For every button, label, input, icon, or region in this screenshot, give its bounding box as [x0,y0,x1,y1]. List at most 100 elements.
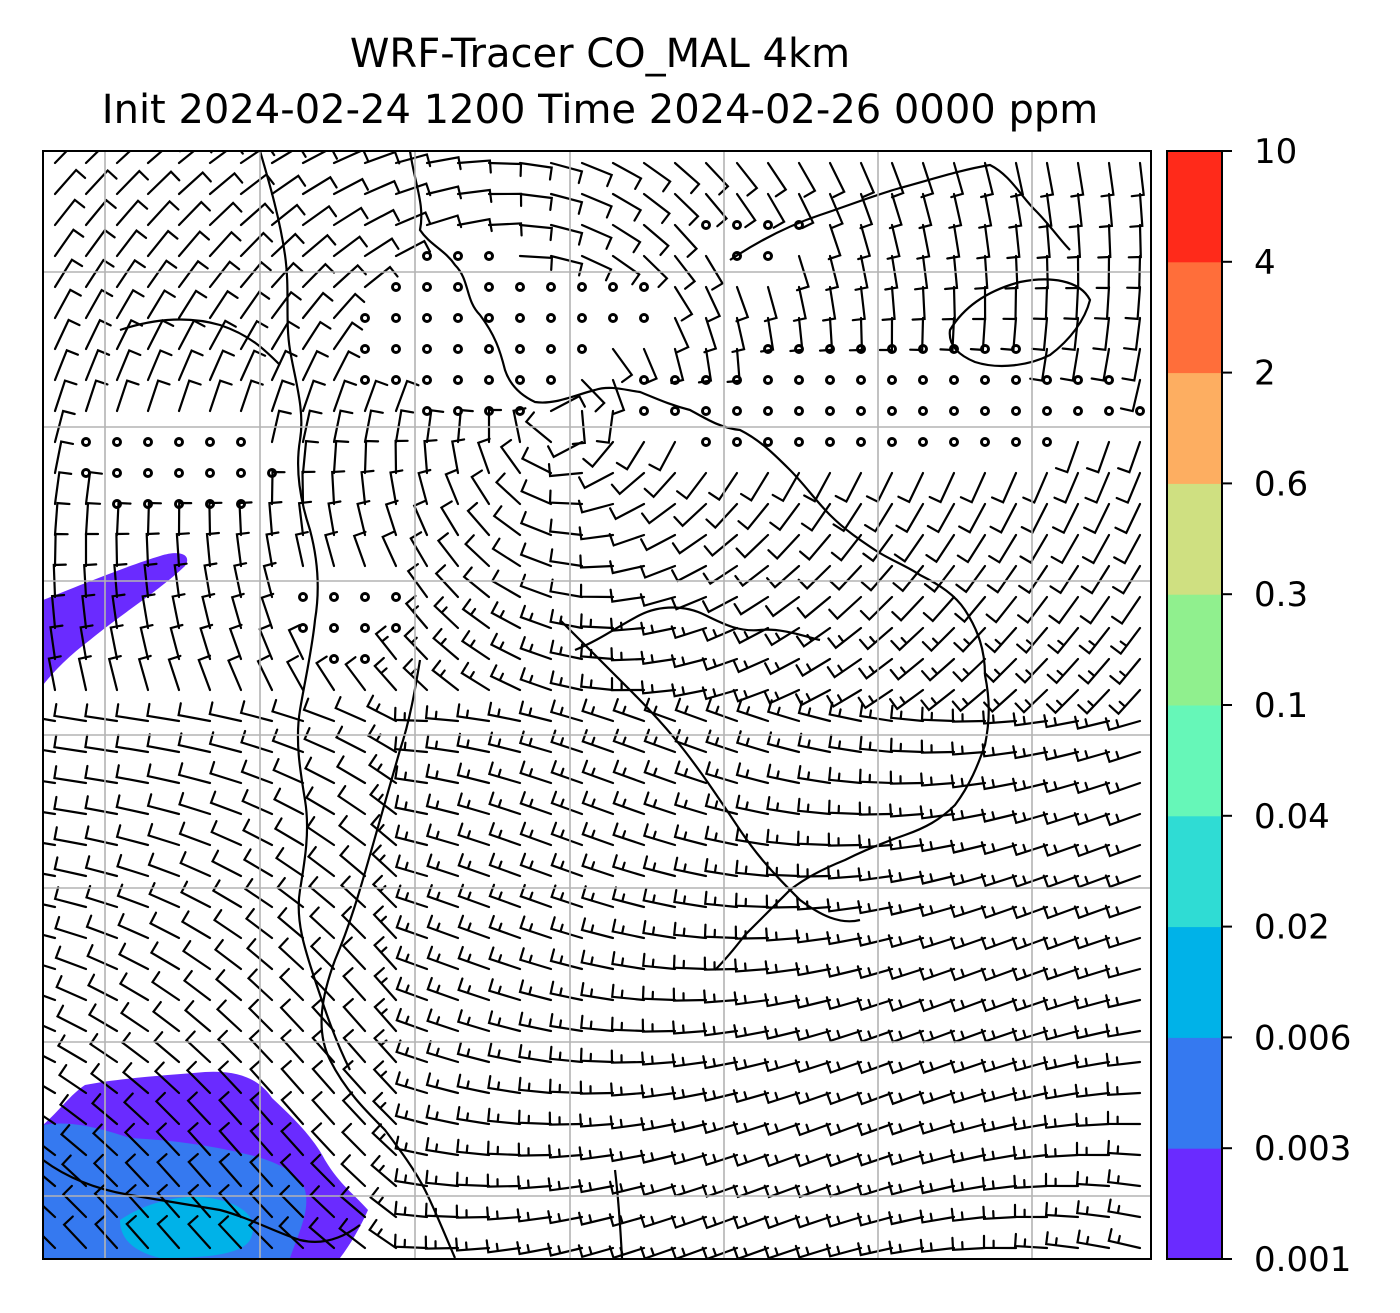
wind-barb [208,230,242,258]
wind-barb [1104,812,1142,827]
calm-marker [546,313,556,323]
calm-marker [763,251,773,261]
wind-barb [890,161,905,199]
wind-barb [547,463,584,478]
wind-barb [914,254,929,291]
wind-barb [491,537,522,568]
wind-barb [373,967,398,1002]
wind-barb [980,1088,1018,1103]
wind-barb [1073,965,1111,980]
wind-barb [579,583,615,599]
wind-barb [213,939,243,971]
wind-barb [424,1169,460,1188]
calm-marker [825,437,835,447]
wind-barb [643,791,677,816]
wind-barb [61,1184,88,1219]
wind-barb [794,1153,832,1168]
wind-barb [309,936,336,971]
wind-barb [208,731,243,754]
wind-barb [950,1178,987,1193]
wind-barb [888,869,925,884]
wind-barb [456,188,493,203]
wind-barb [1073,748,1111,763]
wind-barb [1042,996,1080,1011]
wind-barb [451,438,466,475]
wind-barb [115,733,150,754]
wind-barb [187,1122,212,1157]
wind-barb [825,1028,863,1043]
wind-barb [893,533,925,563]
wind-barb [829,564,863,591]
calm-marker [360,375,370,385]
wind-barb [457,853,491,878]
wind-barb [1066,223,1082,259]
calm-marker [515,375,525,385]
wind-barb [795,254,810,292]
wind-barb [394,824,429,847]
wind-barb [981,808,1018,823]
wind-barb [1042,1026,1080,1041]
wind-barb [311,998,336,1033]
wind-barb [1084,471,1111,504]
wind-barb [145,532,160,568]
wind-barb [183,1000,212,1033]
wind-barb [332,206,369,227]
wind-barb [245,938,274,971]
wind-barb [210,820,243,847]
wind-barb [763,1090,801,1105]
wind-barb [519,542,553,568]
wind-barb [425,1040,460,1064]
calm-marker [360,592,370,602]
wind-barb [548,1078,584,1095]
wind-barb [732,1153,770,1167]
wind-barb [53,318,81,351]
wind-barb [363,265,399,289]
colorbar-segment [1167,1148,1222,1260]
wind-barb [671,1118,708,1133]
wind-barb [53,258,84,289]
wind-barb [639,1214,677,1229]
wind-barb [642,161,672,193]
wind-barb [548,1045,584,1064]
wind-barb [53,886,88,909]
wind-barb [208,151,244,165]
wind-barb [139,624,154,661]
wind-barb [1044,1201,1080,1219]
wind-barb [887,966,925,981]
wind-barb [363,379,389,413]
wind-barb [639,564,677,579]
wind-barb [763,688,801,705]
wind-barb [336,785,367,816]
wind-barb [216,1029,243,1064]
wind-barb [608,1245,646,1259]
wind-barb [797,192,815,230]
wind-barb [648,440,677,472]
wind-barb [178,791,212,816]
wind-barb [519,915,553,940]
wind-barb [248,1184,274,1219]
wind-barb [550,884,584,909]
wind-barb [548,1144,584,1159]
wind-barb [115,703,150,723]
wind-barb [980,1058,1018,1073]
wind-barb [84,228,116,258]
calm-marker [484,251,494,261]
wind-barb [734,892,770,909]
wind-barb [393,736,429,754]
wind-barb [185,1060,212,1095]
wind-barb [239,231,274,258]
wind-barb [1042,905,1080,920]
wind-barb [1105,1023,1142,1038]
wind-barb [580,192,613,219]
wind-barb [239,319,269,351]
wind-barb [949,998,987,1013]
wind-barb [141,593,156,630]
calm-marker [453,344,463,354]
wind-barb [208,349,235,382]
wind-barb [344,656,367,692]
wind-barb [373,998,398,1033]
wind-barb [851,285,866,322]
wind-barb [797,765,832,785]
wind-barb [121,1062,150,1095]
